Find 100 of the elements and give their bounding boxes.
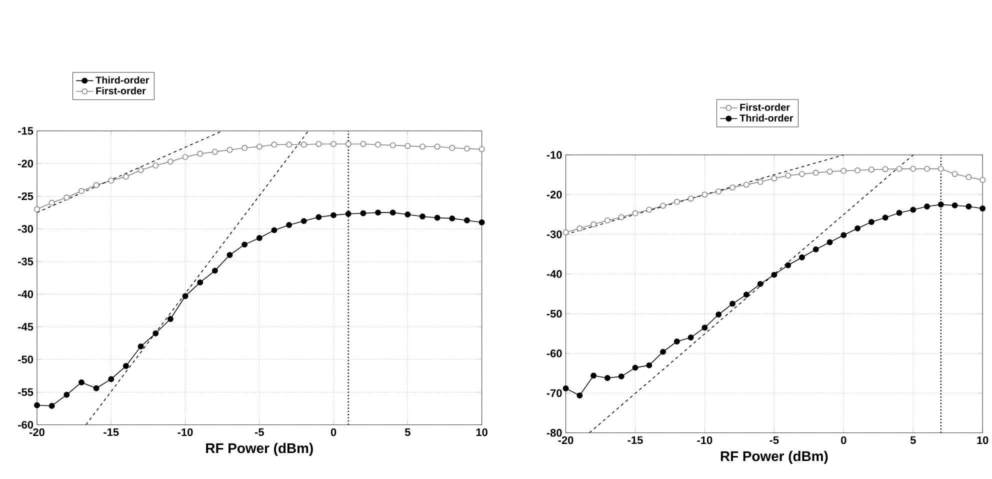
- point: [300, 142, 307, 148]
- y-tick-label: -20: [18, 160, 34, 168]
- point: [882, 214, 888, 221]
- point: [449, 216, 456, 222]
- point: [924, 204, 930, 210]
- point: [632, 364, 638, 371]
- point: [242, 145, 248, 152]
- x-tick-label: -5: [254, 428, 264, 436]
- point: [854, 168, 861, 174]
- y-tick-label: -45: [18, 323, 34, 331]
- point: [785, 172, 792, 179]
- x-tick-label: 0: [330, 428, 336, 436]
- point: [226, 146, 233, 153]
- y-tick-label: -50: [546, 310, 562, 318]
- point: [840, 168, 847, 174]
- point: [896, 166, 902, 172]
- y-tick-label: -25: [18, 192, 34, 200]
- point: [882, 166, 888, 172]
- point: [48, 402, 55, 409]
- point: [390, 142, 396, 148]
- point: [212, 148, 218, 155]
- point: [966, 204, 972, 210]
- point: [646, 206, 652, 213]
- point: [182, 154, 188, 160]
- point: [604, 375, 610, 382]
- point: [576, 392, 583, 399]
- legend-label: First-order: [96, 87, 146, 94]
- point: [840, 232, 847, 238]
- point: [360, 141, 366, 148]
- point: [404, 212, 411, 218]
- point: [798, 254, 805, 260]
- point: [785, 262, 792, 268]
- x-tick-label: -15: [104, 428, 119, 436]
- point: [938, 202, 944, 208]
- point: [449, 145, 456, 152]
- point: [743, 292, 750, 298]
- point: [93, 182, 100, 188]
- point: [688, 196, 694, 202]
- point: [590, 222, 597, 228]
- point: [632, 210, 638, 216]
- point: [197, 280, 204, 286]
- point: [618, 214, 624, 220]
- point: [345, 210, 352, 217]
- x-axis-title: RF Power (dBm): [720, 451, 828, 464]
- point: [138, 344, 144, 350]
- point: [122, 174, 129, 180]
- point: [242, 242, 248, 248]
- x-tick-label: -20: [558, 436, 574, 444]
- point: [966, 174, 972, 180]
- point: [345, 141, 352, 148]
- point: [618, 374, 624, 380]
- point: [896, 210, 902, 216]
- legend-label: Thrid-order: [740, 114, 794, 122]
- point: [78, 379, 84, 386]
- point: [360, 210, 366, 216]
- point: [743, 182, 750, 188]
- point: [375, 142, 382, 148]
- point: [980, 177, 986, 184]
- x-tick-label: -10: [178, 428, 193, 436]
- x-tick-label: 5: [404, 428, 410, 436]
- point: [152, 330, 159, 336]
- point: [108, 376, 114, 382]
- y-tick-label: -30: [18, 225, 34, 233]
- point: [826, 168, 833, 175]
- point: [420, 214, 426, 220]
- y-tick-label: -35: [18, 258, 34, 266]
- point: [404, 143, 411, 150]
- point: [757, 179, 764, 186]
- point: [167, 158, 174, 165]
- y-tick-label: -50: [18, 356, 34, 364]
- point: [826, 239, 833, 246]
- point: [576, 225, 583, 232]
- point: [952, 171, 958, 178]
- point: [938, 166, 944, 172]
- point: [478, 146, 485, 152]
- point: [798, 171, 805, 178]
- y-tick-label: -60: [18, 421, 34, 429]
- point: [226, 252, 233, 258]
- point: [757, 281, 764, 288]
- point: [464, 146, 470, 152]
- point: [924, 166, 930, 172]
- point: [812, 170, 819, 176]
- point: [122, 363, 129, 370]
- point: [868, 166, 874, 173]
- y-tick-label: -10: [546, 151, 562, 159]
- point: [952, 202, 958, 208]
- point: [271, 227, 278, 234]
- x-tick-label: -15: [628, 436, 643, 444]
- point: [730, 184, 736, 191]
- point: [286, 142, 292, 148]
- point: [771, 175, 778, 182]
- point: [330, 141, 337, 148]
- y-tick-label: -80: [546, 429, 562, 437]
- point: [562, 229, 569, 236]
- point: [256, 235, 262, 242]
- point: [78, 188, 84, 194]
- point: [716, 312, 722, 318]
- point: [48, 200, 55, 206]
- x-tick-label: -5: [770, 436, 779, 444]
- y-tick-label: -70: [546, 389, 562, 398]
